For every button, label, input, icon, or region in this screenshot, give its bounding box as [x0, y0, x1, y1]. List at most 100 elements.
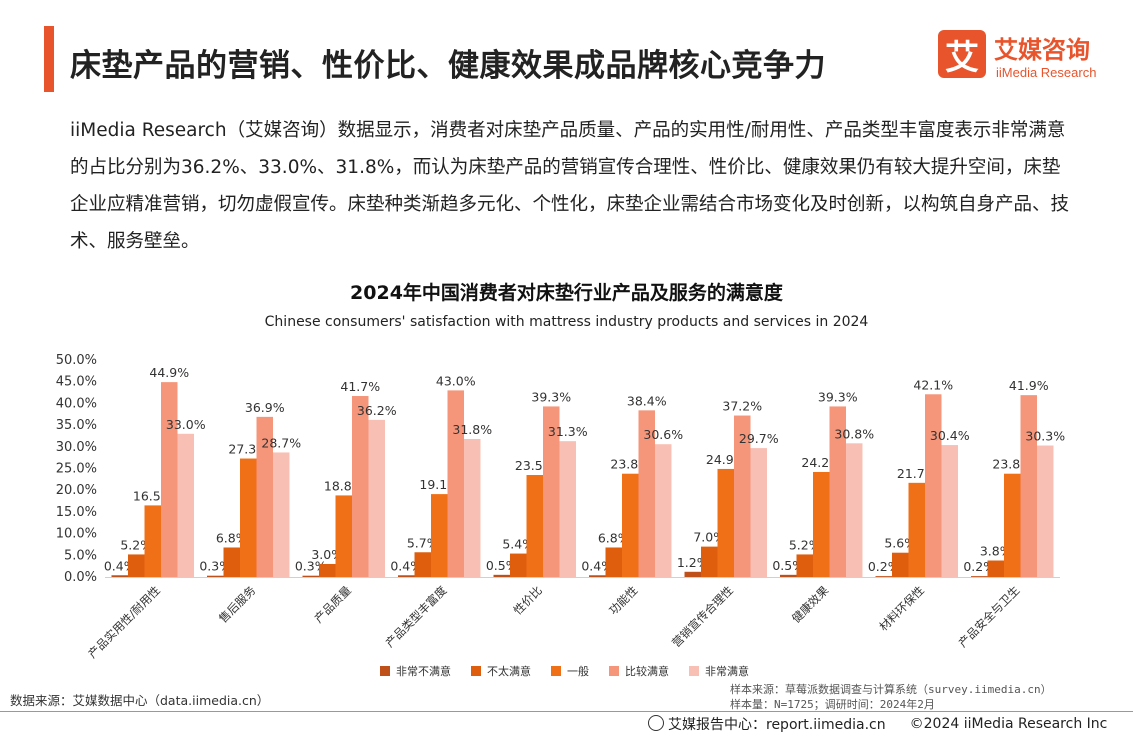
bar	[398, 575, 415, 577]
bar	[273, 452, 290, 577]
bar	[638, 410, 655, 577]
bar	[925, 394, 942, 577]
bar	[875, 576, 892, 577]
legend-item: 不太满意	[471, 663, 531, 679]
y-tick-label: 5.0%	[64, 548, 97, 563]
legend-swatch	[609, 666, 619, 676]
data-label: 0.3%	[295, 559, 327, 574]
globe-icon	[648, 715, 664, 731]
bar	[144, 505, 161, 577]
data-label: 30.8%	[834, 426, 874, 441]
data-label: 0.5%	[772, 558, 804, 573]
legend-item: 非常不满意	[380, 663, 451, 679]
sample-size-line: 样本量：N=1725；调研时间：2024年2月	[730, 698, 935, 711]
logo-name-cn: 艾媒咨询	[994, 36, 1090, 64]
bar	[1037, 445, 1054, 577]
bar	[701, 546, 718, 577]
legend-item: 比较满意	[609, 663, 669, 679]
bar	[1020, 395, 1037, 577]
y-tick-label: 30.0%	[56, 440, 97, 455]
bar	[207, 575, 224, 577]
data-label: 30.3%	[1025, 428, 1065, 443]
bar	[368, 419, 385, 577]
data-label: 5.4%	[502, 537, 534, 552]
bar	[796, 554, 813, 577]
data-label: 0.2%	[963, 559, 995, 574]
bar	[526, 475, 543, 577]
bar	[908, 482, 925, 577]
data-label: 37.2%	[722, 399, 762, 414]
data-label: 41.9%	[1009, 378, 1049, 393]
data-label: 30.6%	[643, 427, 683, 442]
page-title: 床垫产品的营销、性价比、健康效果成品牌核心竞争力	[70, 48, 826, 84]
data-label: 41.7%	[340, 379, 380, 394]
x-tick-label: 材料环保性	[876, 583, 927, 634]
bar	[655, 444, 672, 577]
bar	[1004, 473, 1021, 577]
data-label: 42.1%	[913, 377, 953, 392]
bar	[256, 416, 273, 577]
x-tick-label: 产品安全与卫生	[956, 583, 1023, 650]
x-tick-label: 产品类型丰富度	[383, 583, 450, 650]
data-label: 0.3%	[199, 559, 231, 574]
bar	[493, 574, 510, 577]
logo-name-en: iiMedia Research	[996, 65, 1097, 80]
data-label: 36.9%	[245, 400, 285, 415]
data-source-note: 数据来源：艾媒数据中心（data.iimedia.cn）	[10, 693, 270, 708]
data-label: 0.5%	[486, 558, 518, 573]
data-label: 36.2%	[357, 403, 397, 418]
sample-note: 样本来源：草莓派数据调查与计算系统（survey.iimedia.cn） 样本量…	[730, 682, 1052, 712]
bar	[510, 553, 527, 577]
data-label: 44.9%	[149, 365, 189, 380]
data-label: 5.7%	[407, 535, 439, 550]
x-tick-label: 产品质量	[311, 583, 353, 625]
bar	[559, 441, 576, 577]
report-center-link[interactable]: 艾媒报告中心：report.iimedia.cn	[648, 714, 886, 734]
y-tick-label: 15.0%	[56, 505, 97, 520]
bar	[987, 560, 1004, 577]
bar	[414, 552, 431, 577]
data-label: 39.3%	[818, 389, 858, 404]
data-label: 31.3%	[548, 424, 588, 439]
bar	[240, 458, 257, 577]
bar	[717, 468, 734, 577]
sample-source-line: 样本来源：草莓派数据调查与计算系统（survey.iimedia.cn）	[730, 683, 1052, 696]
data-label: 3.8%	[980, 544, 1012, 559]
data-label: 0.4%	[104, 558, 136, 573]
legend-label: 非常不满意	[396, 665, 451, 678]
bar	[161, 382, 178, 577]
bar	[447, 390, 464, 577]
copyright: ©2024 iiMedia Research Inc	[909, 716, 1108, 732]
data-label: 0.4%	[390, 558, 422, 573]
intro-paragraph: iiMedia Research（艾媒咨询）数据显示，消费者对床垫产品质量、产品…	[70, 120, 1070, 252]
data-label: 30.4%	[930, 428, 970, 443]
bar	[846, 443, 863, 577]
bar	[892, 552, 909, 577]
data-label: 6.8%	[598, 530, 630, 545]
bar	[971, 576, 988, 577]
bar	[128, 554, 145, 577]
brand-logo: 艾 艾媒咨询 iiMedia Research	[938, 30, 1118, 84]
bar	[431, 494, 448, 577]
bar	[813, 471, 830, 577]
data-label: 39.3%	[531, 389, 571, 404]
x-tick-label: 健康效果	[789, 583, 832, 626]
data-label: 3.0%	[311, 547, 343, 562]
bar	[734, 415, 751, 577]
legend-swatch	[471, 666, 481, 676]
title-accent-bar	[44, 26, 54, 92]
report-center-text: 艾媒报告中心：report.iimedia.cn	[668, 717, 886, 733]
bar	[223, 547, 240, 577]
bar	[589, 575, 606, 577]
data-label: 0.2%	[868, 559, 900, 574]
data-label: 43.0%	[436, 373, 476, 388]
bar	[319, 563, 336, 577]
chart-title: 2024年中国消费者对床垫行业产品及服务的满意度	[350, 282, 783, 304]
legend-swatch	[380, 666, 390, 676]
x-tick-label: 性价比	[511, 583, 545, 617]
y-tick-label: 10.0%	[56, 527, 97, 542]
bar	[111, 575, 128, 577]
data-label: 31.8%	[452, 422, 492, 437]
satisfaction-bar-chart: 0.0% 5.0% 10.0% 15.0% 20.0% 25.0% 30.0% 35.0% 40…	[56, 353, 1066, 660]
data-label: 33.0%	[166, 417, 206, 432]
